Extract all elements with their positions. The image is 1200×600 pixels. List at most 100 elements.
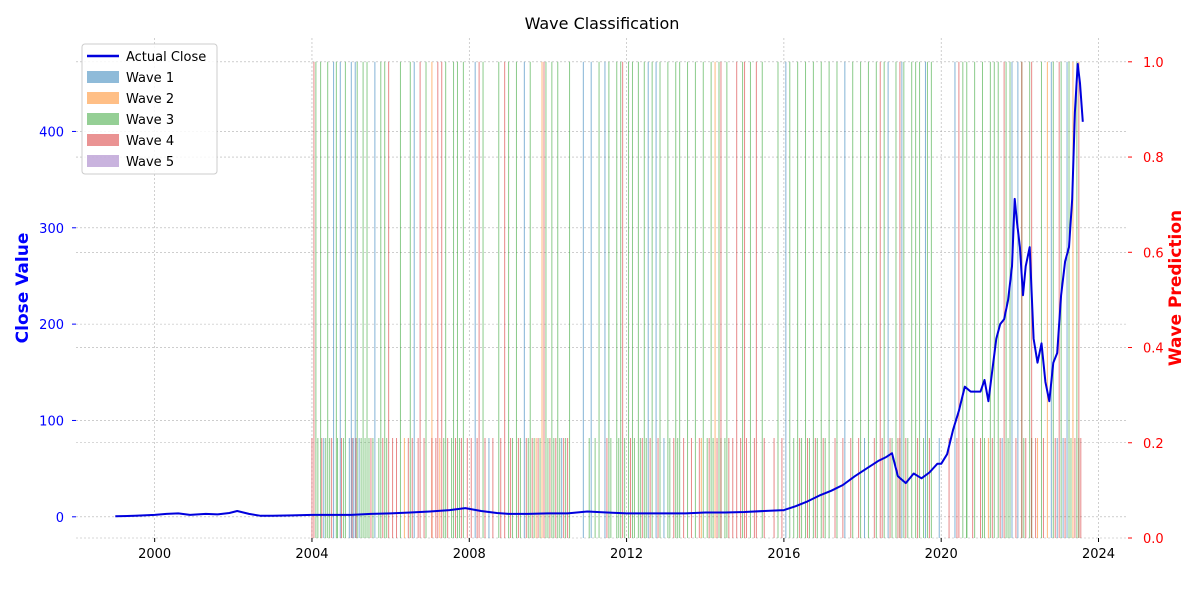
wave-bar-wave-4 <box>999 438 1001 538</box>
wave-bar-wave-4 <box>1042 438 1044 538</box>
wave-bar-wave-4 <box>1080 438 1082 538</box>
y2-tick-label: 0.6 <box>1143 246 1164 261</box>
wave-bar-wave-3 <box>315 61 317 539</box>
wave-bar-wave-4 <box>1021 61 1023 539</box>
wave-bar-wave-1 <box>358 438 360 538</box>
wave-bar-wave-3 <box>356 61 358 539</box>
wave-bar-wave-3 <box>498 61 500 539</box>
wave-bar-wave-3 <box>628 61 630 539</box>
wave-bar-wave-3 <box>911 61 913 539</box>
wave-bar-wave-3 <box>867 61 869 539</box>
wave-bar-wave-3 <box>1068 61 1070 539</box>
wave-bar-wave-4 <box>740 438 742 538</box>
wave-bar-wave-4 <box>321 438 323 538</box>
wave-bar-wave-4 <box>799 438 801 538</box>
wave-bar-wave-2 <box>535 438 537 538</box>
wave-bar-wave-3 <box>616 61 618 539</box>
wave-bar-wave-2 <box>714 61 716 539</box>
wave-bar-wave-4 <box>340 438 342 538</box>
wave-bar-wave-4 <box>657 438 659 538</box>
wave-bar-wave-4 <box>708 438 710 538</box>
legend-swatch <box>87 155 119 167</box>
wave-bar-wave-1 <box>582 61 584 539</box>
wave-bar-wave-3 <box>519 438 521 538</box>
wave-bar-wave-4 <box>889 438 891 538</box>
wave-bar-wave-1 <box>523 61 525 539</box>
wave-bar-wave-4 <box>435 438 437 538</box>
wave-bar-wave-1 <box>333 61 335 539</box>
wave-bar-wave-3 <box>643 61 645 539</box>
y2-tick-label: 0.2 <box>1143 437 1164 452</box>
wave-bar-wave-3 <box>816 438 818 538</box>
wave-bar-wave-3 <box>608 61 610 539</box>
wave-bar-wave-1 <box>924 61 926 539</box>
wave-bar-wave-3 <box>565 438 567 538</box>
wave-bar-wave-4 <box>956 438 958 538</box>
wave-bar-wave-3 <box>789 61 791 539</box>
wave-prediction-bars <box>311 61 1082 539</box>
wave-bar-wave-3 <box>875 61 877 539</box>
wave-bar-wave-3 <box>637 61 639 539</box>
legend: Actual Close Wave 1 Wave 2 Wave 3 Wave 4 Wave… <box>81 43 218 175</box>
legend-label: Wave 1 <box>126 71 174 86</box>
wave-bar-wave-3 <box>820 61 822 539</box>
wave-bar-wave-4 <box>641 438 643 538</box>
wave-bar-wave-4 <box>683 438 685 538</box>
wave-bar-wave-4 <box>370 438 372 538</box>
wave-bar-wave-1 <box>561 438 563 538</box>
wave-bar-wave-3 <box>362 61 364 539</box>
wave-bar-wave-3 <box>533 438 535 538</box>
wave-bar-wave-4 <box>382 438 384 538</box>
wave-bar-wave-3 <box>633 438 635 538</box>
wave-bar-wave-3 <box>805 61 807 539</box>
wave-bar-wave-3 <box>891 438 893 538</box>
wave-bar-wave-4 <box>622 61 624 539</box>
y-tick-label: 400 <box>39 125 64 140</box>
legend-swatch <box>87 134 119 146</box>
wave-bar-wave-4 <box>1015 438 1017 538</box>
wave-bar-wave-1 <box>864 438 866 538</box>
wave-bar-wave-4 <box>873 438 875 538</box>
wave-bar-wave-4 <box>392 438 394 538</box>
wave-bar-wave-4 <box>567 438 569 538</box>
wave-bar-wave-4 <box>822 438 824 538</box>
x-tick-label: 2024 <box>1082 547 1115 562</box>
wave-bar-wave-3 <box>962 61 964 539</box>
wave-bar-wave-3 <box>380 61 382 539</box>
wave-bar-wave-4 <box>698 438 700 538</box>
x-tick-label: 2000 <box>138 547 171 562</box>
wave-bar-wave-3 <box>456 61 458 539</box>
wave-bar-wave-3 <box>598 61 600 539</box>
y2-tick-label: 0.0 <box>1143 532 1164 547</box>
wave-bar-wave-1 <box>1066 61 1068 539</box>
legend-swatch <box>87 113 119 125</box>
wave-bar-wave-3 <box>610 438 612 538</box>
wave-bar-wave-4 <box>466 438 468 538</box>
wave-bar-wave-3 <box>462 61 464 539</box>
wave-bar-wave-4 <box>419 61 421 539</box>
wave-bar-wave-3 <box>399 61 401 539</box>
wave-bar-wave-3 <box>409 61 411 539</box>
wave-bar-wave-4 <box>881 438 883 538</box>
wave-bar-wave-4 <box>720 61 722 539</box>
wave-bar-wave-3 <box>1009 61 1011 539</box>
x-tick-label: 2012 <box>610 547 643 562</box>
wave-bar-wave-3 <box>1070 438 1072 538</box>
wave-bar-wave-4 <box>504 61 506 539</box>
wave-bar-wave-3 <box>989 61 991 539</box>
wave-bar-wave-4 <box>1025 438 1027 538</box>
wave-bar-wave-3 <box>529 61 531 539</box>
wave-bar-wave-3 <box>808 438 810 538</box>
wave-bar-wave-3 <box>366 61 368 539</box>
wave-bar-wave-3 <box>624 438 626 538</box>
wave-bar-wave-4 <box>928 438 930 538</box>
wave-bar-wave-3 <box>966 61 968 539</box>
wave-bar-wave-2 <box>541 61 543 539</box>
wave-bar-wave-3 <box>559 438 561 538</box>
wave-bar-wave-1 <box>954 61 956 539</box>
wave-bar-wave-3 <box>1005 61 1007 539</box>
wave-bar-wave-3 <box>539 438 541 538</box>
wave-bar-wave-1 <box>350 61 352 539</box>
wave-bar-wave-3 <box>860 61 862 539</box>
wave-bar-wave-4 <box>563 438 565 538</box>
